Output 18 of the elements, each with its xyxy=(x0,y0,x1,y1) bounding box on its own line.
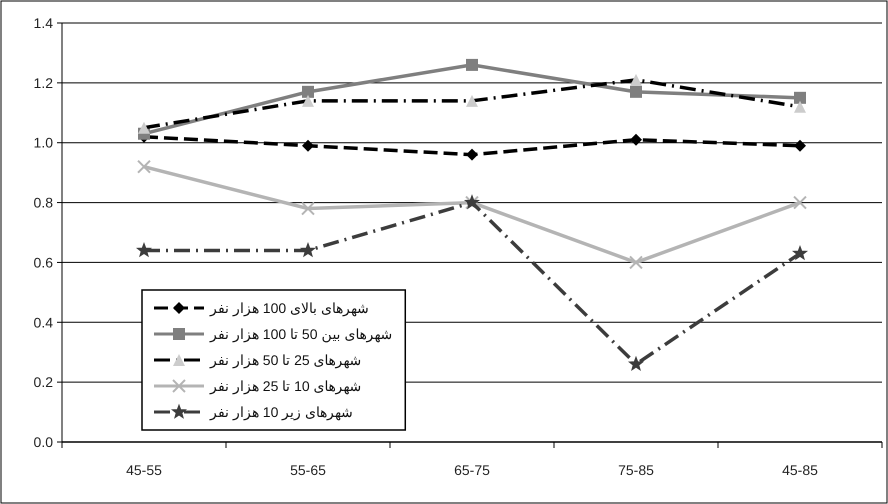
legend-label: شهرهای زیر 10 هزار نفر xyxy=(209,404,354,421)
legend-label: شهرهای 10 تا 25 هزار نفر xyxy=(209,378,362,395)
y-tick-label: 0.8 xyxy=(34,194,54,211)
legend-label: شهرهای بالای 100 هزار نفر xyxy=(209,300,369,317)
y-tick-label: 0.0 xyxy=(34,434,54,450)
y-tick-label: 0.6 xyxy=(34,254,54,270)
y-tick-label: 1.2 xyxy=(34,74,54,91)
x-tick-label: 65-75 xyxy=(454,462,490,478)
legend-label: شهرهای بین 50 تا 100 هزار نفر xyxy=(209,326,392,343)
y-tick-label: 0.2 xyxy=(34,374,54,390)
x-tick-label: 45-85 xyxy=(782,462,818,478)
x-tick-label: 55-65 xyxy=(290,462,326,478)
legend-label: شهرهای 25 تا 50 هزار نفر xyxy=(209,352,362,369)
x-tick-label: 75-85 xyxy=(618,462,654,478)
y-tick-label: 0.4 xyxy=(34,314,54,330)
x-tick-label: 45-55 xyxy=(126,462,162,478)
y-tick-label: 1.0 xyxy=(34,134,54,151)
y-tick-label: 1.4 xyxy=(34,15,54,31)
